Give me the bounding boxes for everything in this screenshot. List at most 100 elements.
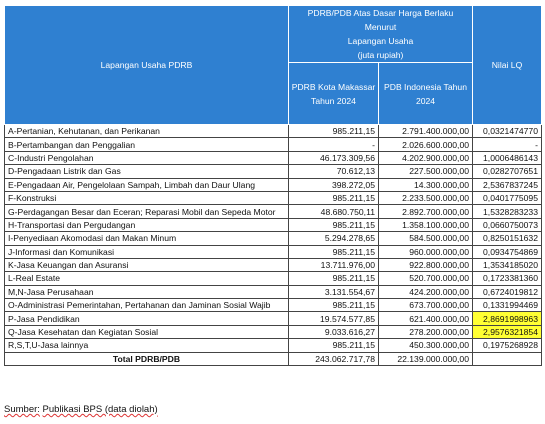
pdrb-makassar-cell: 985.211,15 (288, 190, 379, 206)
pdrb-makassar-cell: 19.574.577,85 (288, 311, 379, 326)
pdrb-makassar-cell: - (288, 137, 379, 152)
table-body: A-Pertanian, Kehutanan, dan Perikanan 985… (4, 123, 542, 367)
table-row: P-Jasa Pendidikan 19.574.577,85 621.400.00… (4, 311, 542, 326)
pdb-indonesia-cell: 14.300.000,00 (378, 177, 473, 192)
table-row: A-Pertanian, Kehutanan, dan Perikanan 985… (4, 123, 542, 139)
table-row: G-Perdagangan Besar dan Eceran; Reparasi… (4, 204, 542, 219)
sector-cell: J-Informasi dan Komunikasi (4, 244, 289, 259)
lq-value-cell: 0,1331994469 (472, 298, 542, 313)
header-group: PDRB/PDB Atas Dasar Harga Berlaku Menuru… (288, 5, 473, 63)
sector-cell: K-Jasa Keuangan dan Asuransi (4, 257, 289, 273)
pdb-indonesia-total: 22.139.000.000,00 (378, 351, 473, 367)
table-row: B-Pertambangan dan Penggalian -2.026.600.… (4, 137, 542, 152)
table-row: D-Pengadaan Listrik dan Gas 70.612,13 227.… (4, 164, 542, 179)
table-row: K-Jasa Keuangan dan Asuransi 13.711.976,0… (4, 257, 542, 273)
pdrb-makassar-cell: 70.612,13 (288, 164, 379, 179)
sector-cell: M,N-Jasa Perusahaan (4, 284, 289, 300)
header-line: 2024 (415, 95, 436, 106)
source-text: Publikasi BPS (data diolah) (42, 404, 158, 415)
header-line: (juta rupiah) (357, 50, 404, 60)
lq-value-cell: 0,0660750073 (472, 217, 542, 233)
sector-total: Total PDRB/PDB (4, 351, 289, 367)
sector-cell: H-Transportasi dan Pergudangan (4, 217, 289, 233)
table-row: L-Real Estate 985.211,15 520.700.000,00 0,1… (4, 271, 542, 286)
sector-cell: G-Perdagangan Besar dan Eceran; Reparasi… (4, 204, 289, 219)
lq-value-cell: 2,9576321854 (472, 324, 542, 340)
header-line: Lapangan Usaha (347, 36, 414, 46)
pdb-indonesia-cell: 424.200.000,00 (378, 284, 473, 300)
sector-cell: Q-Jasa Kesehatan dan Kegiatan Sosial (4, 324, 289, 340)
lq-value-cell: 0,8250151632 (472, 231, 542, 246)
lq-value-cell: 1,5328283233 (472, 204, 542, 219)
pdb-indonesia-cell: 2.892.700.000,00 (378, 204, 473, 219)
header-lq: Nilai LQ (472, 5, 542, 125)
lq-value-cell: 0,0934754869 (472, 244, 542, 259)
lq-value-cell: 0,0401775095 (472, 190, 542, 206)
pdb-indonesia-cell: 621.400.000,00 (378, 311, 473, 326)
header-line: PDRB/PDB Atas Dasar Harga Berlaku Menuru… (307, 8, 454, 32)
pdb-indonesia-cell: 584.500.000,00 (378, 231, 473, 246)
source-note: Sumber: Publikasi BPS (data diolah) (4, 404, 158, 415)
header-line: PDB Indonesia Tahun (384, 81, 467, 92)
lq-total-empty (472, 351, 542, 367)
header-line: Tahun 2024 (311, 95, 356, 106)
lq-value-cell: 2,5367837245 (472, 177, 542, 192)
lq-value-cell: 0,0282707651 (472, 164, 542, 179)
pdrb-makassar-cell: 985.211,15 (288, 244, 379, 259)
table-row: C-Industri Pengolahan 46.173.309,56 4.202.… (4, 150, 542, 166)
pdb-indonesia-cell: 2.791.400.000,00 (378, 123, 473, 139)
source-label: Sumber: (4, 404, 40, 415)
pdb-indonesia-cell: 960.000.000,00 (378, 244, 473, 259)
sector-cell: P-Jasa Pendidikan (4, 311, 289, 326)
pdrb-makassar-cell: 985.211,15 (288, 298, 379, 313)
sector-cell: L-Real Estate (4, 271, 289, 286)
pdrb-makassar-total: 243.062.717,78 (288, 351, 379, 367)
table-row: O-Administrasi Pemerintahan, Pertahanan … (4, 298, 542, 313)
lq-value-cell: 0,0321474770 (472, 123, 542, 139)
table-row: F-Konstruksi 985.211,15 2.233.500.000,00 0,… (4, 190, 542, 206)
pdrb-makassar-cell: 398.272,05 (288, 177, 379, 192)
table-row: Q-Jasa Kesehatan dan Kegiatan Sosial 9.03… (4, 324, 542, 340)
table-row: M,N-Jasa Perusahaan 3.131.554,67 424.200.0… (4, 284, 542, 300)
lq-value-cell: 1,3534185020 (472, 257, 542, 273)
pdrb-makassar-cell: 985.211,15 (288, 123, 379, 139)
lq-table: Lapangan Usaha PDRB PDRB/PDB Atas Dasar … (4, 5, 542, 367)
sector-cell: F-Konstruksi (4, 190, 289, 206)
sector-cell: B-Pertambangan dan Penggalian (4, 137, 289, 152)
sector-cell: I-Penyediaan Akomodasi dan Makan Minum (4, 231, 289, 246)
pdb-indonesia-cell: 278.200.000,00 (378, 324, 473, 340)
sector-cell: D-Pengadaan Listrik dan Gas (4, 164, 289, 179)
pdb-indonesia-cell: 1.358.100.000,00 (378, 217, 473, 233)
header-makassar: PDRB Kota Makassar Tahun 2024 (288, 62, 379, 125)
pdrb-makassar-cell: 13.711.976,00 (288, 257, 379, 273)
sector-cell: E-Pengadaan Air, Pengelolaan Sampah, Lim… (4, 177, 289, 192)
pdb-indonesia-cell: 4.202.900.000,00 (378, 150, 473, 166)
pdrb-makassar-cell: 3.131.554,67 (288, 284, 379, 300)
pdrb-makassar-cell: 46.173.309,56 (288, 150, 379, 166)
table-row: E-Pengadaan Air, Pengelolaan Sampah, Lim… (4, 177, 542, 192)
lq-value-cell: - (472, 137, 542, 152)
pdrb-makassar-cell: 5.294.278,65 (288, 231, 379, 246)
pdb-indonesia-cell: 673.700.000,00 (378, 298, 473, 313)
lq-value-cell: 2,8691998963 (472, 311, 542, 326)
pdb-indonesia-cell: 227.500.000,00 (378, 164, 473, 179)
table-row: H-Transportasi dan Pergudangan 985.211,15… (4, 217, 542, 233)
sector-cell: C-Industri Pengolahan (4, 150, 289, 166)
sector-cell: R,S,T,U-Jasa lainnya (4, 338, 289, 353)
total-row: Total PDRB/PDB 243.062.717,78 22.139.000.0… (4, 351, 542, 367)
table-row: R,S,T,U-Jasa lainnya 985.211,15 450.300.00… (4, 338, 542, 353)
table-row: I-Penyediaan Akomodasi dan Makan Minum 5.… (4, 231, 542, 246)
lq-value-cell: 0,1975268928 (472, 338, 542, 353)
header-sector: Lapangan Usaha PDRB (4, 5, 289, 125)
lq-value-cell: 0,1723381360 (472, 271, 542, 286)
pdb-indonesia-cell: 450.300.000,00 (378, 338, 473, 353)
pdb-indonesia-cell: 2.233.500.000,00 (378, 190, 473, 206)
pdrb-makassar-cell: 48.680.750,11 (288, 204, 379, 219)
lq-value-cell: 1,0006486143 (472, 150, 542, 166)
pdb-indonesia-cell: 520.700.000,00 (378, 271, 473, 286)
lq-value-cell: 0,6724019812 (472, 284, 542, 300)
pdrb-makassar-cell: 985.211,15 (288, 338, 379, 353)
header-line: PDRB Kota Makassar (291, 81, 376, 92)
pdrb-makassar-cell: 985.211,15 (288, 271, 379, 286)
pdrb-makassar-cell: 9.033.616,27 (288, 324, 379, 340)
